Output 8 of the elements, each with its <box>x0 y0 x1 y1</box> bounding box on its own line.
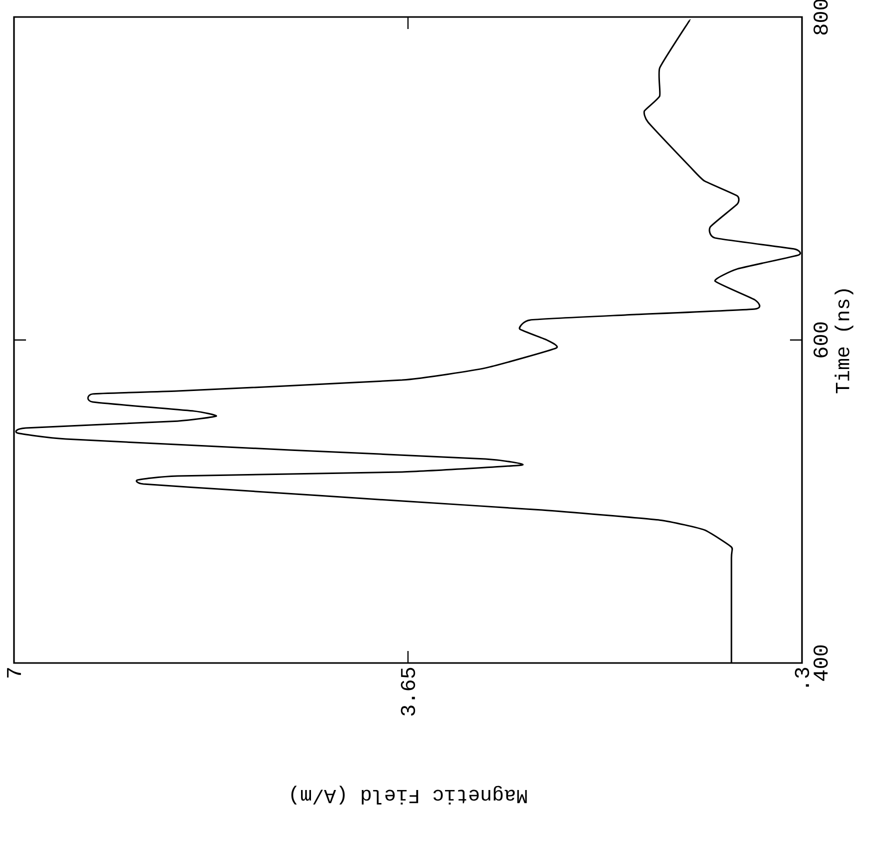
y-tick-label: 400 <box>814 645 828 681</box>
y-axis-title: Time (ns) <box>834 289 854 394</box>
x-axis-title: Magnetic Field (A/m) <box>291 786 527 804</box>
line-series <box>16 19 800 663</box>
x-tick-label: .3 <box>794 668 810 687</box>
y-tick-label: 600 <box>814 322 828 358</box>
x-tick-label: 7 <box>7 668 21 678</box>
x-tick-label: 3.65 <box>400 668 416 716</box>
